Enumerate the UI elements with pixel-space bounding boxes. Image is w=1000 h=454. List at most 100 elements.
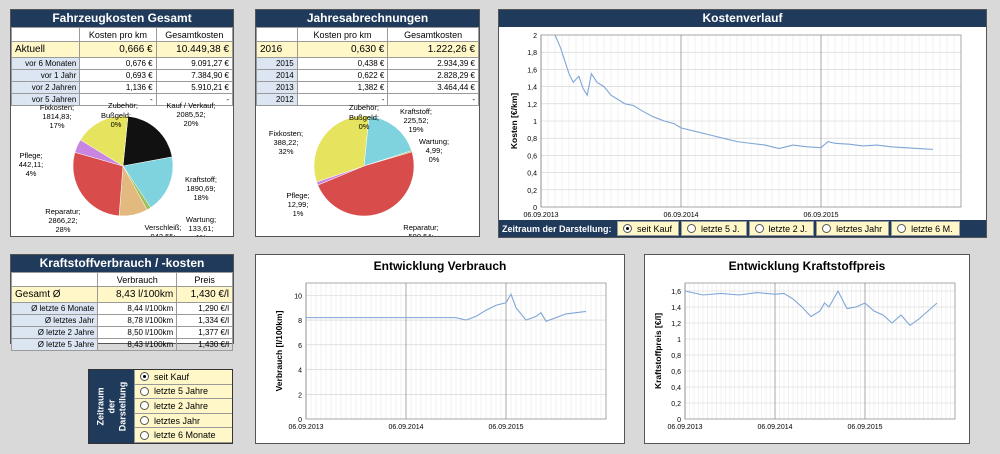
table-row: Ø letzte 6 Monate 8,44 l/100km 1,290 €/l [10, 302, 233, 315]
jahresabrechnungen-pie: Kraftstoff; 225,52; 19% Wartung; 4,99; 0% Repa… [269, 103, 449, 236]
radio-icon[interactable] [140, 401, 149, 411]
y-tick-label: 0,8 [527, 136, 537, 143]
row-label: Gesamt Ø [10, 286, 99, 303]
pie-slice [363, 115, 412, 167]
option-label: letzte 5 J. [701, 223, 740, 234]
y-tick-label: 1,6 [527, 67, 537, 74]
zeitraum-option[interactable]: letzte 6 M. [891, 221, 960, 236]
y-tick-label: 1,6 [671, 289, 681, 296]
table-row: Gesamt Ø 8,43 l/100km 1,430 €/l [10, 286, 233, 303]
table-row: Ø letzte 5 Jahre 8,43 l/100km 1,430 €/l [10, 338, 233, 351]
zeitraum-option[interactable]: letzte 5 J. [681, 221, 747, 236]
price: 1,290 €/l [176, 302, 233, 315]
cost-per-km: 0,676 € [79, 57, 157, 70]
radio-icon[interactable] [623, 224, 632, 233]
zeitraum-option[interactable]: letzte 6 Monate [134, 428, 232, 443]
cost-per-km: 1,382 € [296, 81, 389, 94]
table-row: vor 1 Jahr 0,693 €7.384,90 € [10, 69, 234, 82]
total-cost: 9.091,27 € [155, 57, 234, 70]
jahresabrechnungen-panel: Jahresabrechnungen Kosten pro km Gesamtko… [255, 9, 480, 237]
radio-icon[interactable] [897, 224, 907, 233]
y-tick-label: 0,6 [671, 369, 681, 376]
col-header: Kosten pro km [296, 27, 389, 42]
kraftstoffpreis-chart: 0 0,2 0,4 0,6 0,8 1 1,2 1,4 1,6 06.09.2013 06.09.2… [653, 282, 956, 431]
y-tick-label: 1 [677, 337, 681, 344]
radio-icon[interactable] [754, 224, 764, 233]
total-cost: 7.384,90 € [155, 69, 234, 82]
pie-slice [317, 151, 415, 217]
series-line [684, 289, 938, 327]
radio-icon[interactable] [140, 416, 149, 426]
col-header: Verbrauch [97, 272, 178, 287]
x-tick-label: 06.09.2014 [757, 424, 792, 431]
consumption: 8,44 l/100km [97, 302, 178, 315]
kostenverlauf-chart: 0 0,2 0,4 0,6 0,8 1 1,2 1,4 1,6 1,8 2 06.09.2013 06.… [509, 33, 962, 219]
y-tick-label: 0 [298, 417, 302, 424]
pie-slice [313, 115, 370, 183]
total-cost: 2.934,39 € [387, 57, 479, 70]
table-row: Ø letzte 2 Jahre 8,50 l/100km 1,377 €/l [10, 326, 233, 339]
x-tick-label: 06.09.2015 [847, 424, 882, 431]
fahrzeugkosten-title: Fahrzeugkosten Gesamt [11, 10, 233, 27]
x-tick-label: 06.09.2015 [488, 424, 523, 431]
y-tick-label: 1,2 [671, 321, 681, 328]
consumption: 8,50 l/100km [97, 326, 178, 339]
y-tick-label: 0,4 [527, 171, 537, 178]
kostenverlauf-title: Kostenverlauf [499, 10, 986, 27]
verbrauch-chart: 0 2 4 6 8 10 06.09.2013 06.09.2014 06.09.2015 Ver… [274, 282, 607, 431]
y-tick-label: 6 [298, 343, 302, 350]
y-axis-label: Kosten [€/km] [509, 93, 519, 149]
pie-label: Wartung; 4,99; 0% [419, 137, 449, 164]
zeitraum-option[interactable]: letzte 2 Jahre [134, 399, 232, 414]
fahrzeugkosten-pie: Kauf / Verkauf; 2085,52; 20% Kraftstoff; 189… [19, 101, 217, 236]
total-cost: 3.464,44 € [387, 81, 479, 94]
consumption: 8,43 l/100km [97, 338, 178, 351]
zeitraum-option[interactable]: seit Kauf [134, 370, 232, 385]
radio-icon[interactable] [687, 224, 697, 233]
radio-icon[interactable] [140, 430, 149, 440]
x-tick-label: 06.09.2013 [288, 424, 323, 431]
total-cost: - [387, 93, 479, 106]
cost-per-km: 0,666 € [79, 41, 157, 58]
zeitraum-option[interactable]: letztes Jahr [134, 413, 232, 429]
zeitraum-option[interactable]: letzte 5 Jahre [134, 384, 232, 400]
zeitraum-option[interactable]: seit Kauf [617, 221, 680, 236]
table-row: 2016 0,630 €1.222,26 € [256, 41, 479, 58]
y-tick-label: 8 [298, 318, 302, 325]
table-row: vor 2 Jahren 1,136 €5.910,21 € [10, 81, 234, 94]
pie-slice [80, 115, 129, 167]
cost-per-km: 1,136 € [79, 81, 157, 94]
row-label: Ø letzte 2 Jahre [10, 326, 99, 339]
plot-frame [540, 34, 962, 208]
price: 1,430 €/l [176, 286, 233, 303]
fahrzeugkosten-panel: Fahrzeugkosten Gesamt Kosten pro km Gesam… [10, 9, 234, 237]
y-tick-label: 1,8 [527, 50, 537, 57]
option-label: letztes Jahr [154, 415, 201, 426]
col-header: Preis [176, 272, 233, 287]
y-tick-label: 1,4 [527, 85, 537, 92]
row-label: Ø letztes Jahr [10, 314, 99, 327]
y-tick-label: 1,4 [671, 305, 681, 312]
row-label: 2014 [256, 69, 298, 82]
cost-per-km: 0,438 € [296, 57, 389, 70]
cost-per-km: 0,630 € [296, 41, 389, 58]
y-tick-label: 0,2 [527, 188, 537, 195]
kraftstoffpreis-panel: Entwicklung Kraftstoffpreis 0 0,2 0,4 0,6 0,… [644, 254, 970, 444]
table-row: 2013 1,382 €3.464,44 € [256, 81, 479, 94]
y-tick-label: 0,6 [527, 153, 537, 160]
radio-icon[interactable] [140, 386, 149, 396]
pie-label: Fixkosten; 388,22; 32% [269, 129, 303, 156]
pie-label: Kauf / Verkauf; 2085,52; 20% [166, 101, 215, 128]
total-cost: 5.910,21 € [155, 81, 234, 94]
table-row: vor 5 Jahren - - [10, 93, 234, 106]
x-tick-label: 06.09.2014 [388, 424, 423, 431]
jahresabrechnungen-table: Kosten pro km Gesamtkosten 2016 0,630 €1.2… [256, 27, 479, 106]
y-tick-label: 0 [677, 417, 681, 424]
consumption: 8,78 l/100km [97, 314, 178, 327]
zeitraum-option[interactable]: letztes Jahr [816, 221, 890, 236]
series-line [554, 34, 934, 150]
radio-icon[interactable] [140, 372, 149, 382]
zeitraum-option[interactable]: letzte 2 J. [748, 221, 815, 236]
y-axis-label: Kraftstoffpreis [€/l] [653, 313, 663, 389]
radio-icon[interactable] [822, 224, 832, 233]
